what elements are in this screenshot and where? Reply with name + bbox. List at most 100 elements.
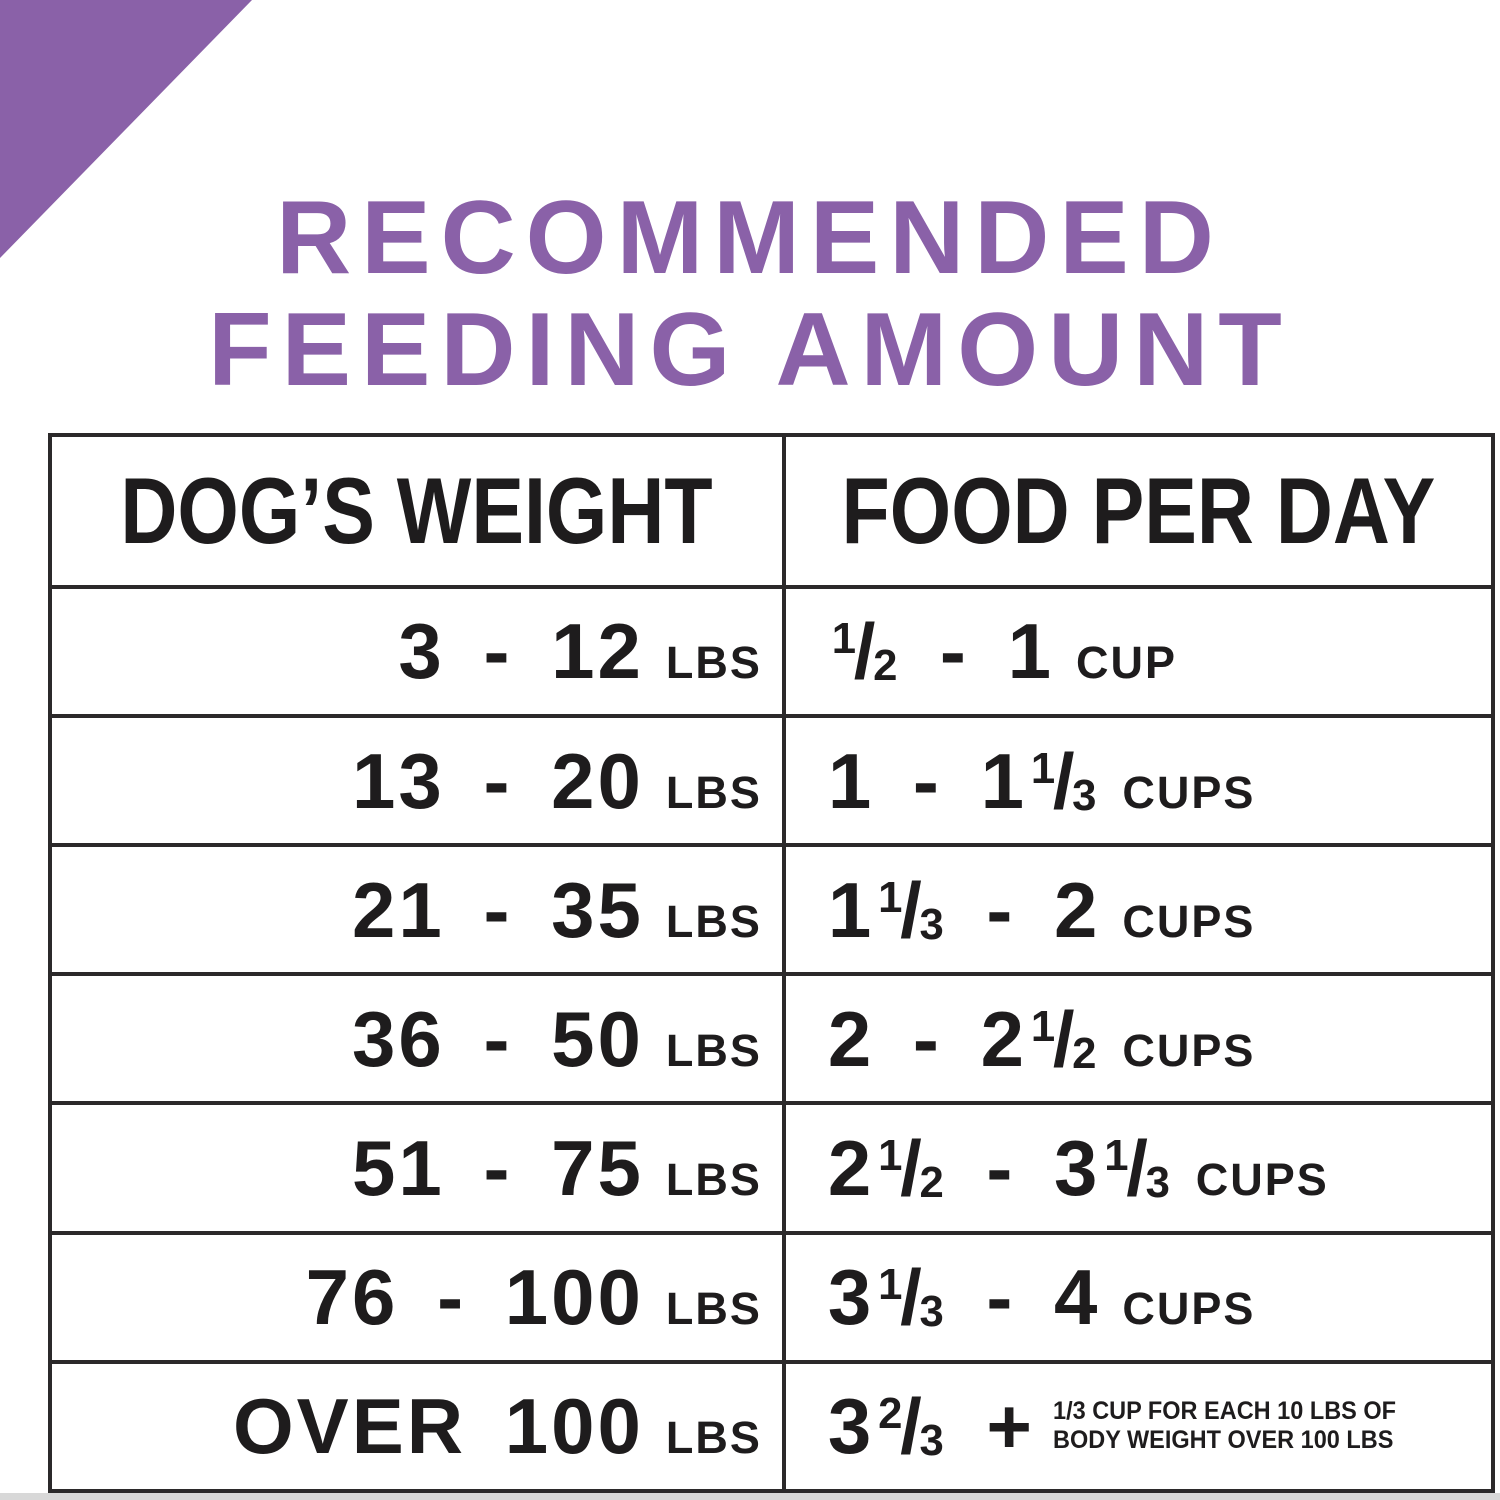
fraction-slash: / (1126, 1124, 1148, 1213)
food-per-day-cell: 32/3 + 1/3 CUP FOR EACH 10 LBS OF BODY WEI… (786, 1364, 1491, 1489)
weight-unit: LBS (665, 766, 762, 818)
dog-weight-cell: 36 - 50 LBS (52, 976, 786, 1102)
fraction: 1/3 (1104, 1124, 1170, 1212)
food-per-day-header-label: FOOD PER DAY (841, 457, 1436, 563)
food-line: 21/2 - 31/3 CUPS (828, 1129, 1329, 1207)
page-title-line2: FEEDING AMOUNT (208, 291, 1292, 408)
dog-weight-cell: 76 - 100 LBS (52, 1234, 786, 1360)
dog-weight-cell: 3 - 12 LBS (52, 588, 786, 714)
table-row: 36 - 50 LBS 2 - 21/2 CUPS (52, 972, 1491, 1102)
fraction-denominator: 2 (1072, 1029, 1097, 1079)
table-row: OVER 100 LBS 32/3 + 1/3 CUP FOR EACH 10 LBS… (52, 1359, 1491, 1490)
food-per-day-cell: 11/3 - 2 CUPS (786, 847, 1491, 972)
page-title-line1: RECOMMENDED (276, 179, 1224, 296)
header-cell-food-per-day: FOOD PER DAY (786, 437, 1491, 585)
food-per-day-cell: 2 - 21/2 CUPS (786, 976, 1491, 1101)
fraction-numerator: 1 (878, 1260, 903, 1310)
fraction-numerator: 1 (878, 872, 903, 922)
food-note-line: 1/3 CUP FOR EACH 10 LBS OF (1052, 1397, 1396, 1426)
table-header-row: DOG’S WEIGHT FOOD PER DAY (52, 437, 1491, 585)
dog-weight-cell: OVER 100 LBS (52, 1363, 786, 1490)
food-per-day-cell: 21/2 - 31/3 CUPS (786, 1105, 1491, 1230)
fraction-numerator: 2 (878, 1389, 903, 1439)
weight-value: 36 - 50 (352, 994, 644, 1083)
weight-unit: LBS (665, 1412, 762, 1464)
fraction-numerator: 1 (1030, 743, 1056, 793)
food-unit: CUPS (1122, 1283, 1256, 1335)
fraction: 1/3 (1031, 737, 1097, 825)
fraction: 1/3 (878, 866, 944, 954)
table-row: 3 - 12 LBS 1/2 - 1 CUP (52, 584, 1491, 714)
food-unit: CUPS (1122, 895, 1256, 947)
dog-weight-line: OVER 100 LBS (233, 1387, 762, 1465)
dog-weight-cell: 51 - 75 LBS (52, 1105, 786, 1231)
fraction-denominator: 2 (919, 1158, 944, 1208)
table-row: 21 - 35 LBS 11/3 - 2 CUPS (52, 843, 1491, 973)
food-line: 11/3 - 2 CUPS (828, 871, 1256, 949)
table-row: 13 - 20 LBS 1 - 11/3 CUPS (52, 713, 1491, 844)
food-unit: CUP (1075, 637, 1177, 689)
food-per-day-cell: 31/3 - 4 CUPS (786, 1235, 1491, 1360)
food-per-day-cell: 1 - 11/3 CUPS (786, 718, 1491, 843)
fraction: 1/2 (1031, 995, 1097, 1083)
dog-weight-line: 13 - 20 LBS (352, 742, 762, 820)
fraction-slash: / (900, 1124, 922, 1213)
fraction-slash: / (1052, 994, 1075, 1083)
weight-value: 21 - 35 (352, 865, 644, 954)
food-note-line: BODY WEIGHT OVER 100 LBS (1052, 1426, 1394, 1455)
fraction-denominator: 3 (919, 1416, 944, 1466)
header-cell-dogs-weight: DOG’S WEIGHT (52, 437, 786, 585)
dog-weight-line: 51 - 75 LBS (352, 1129, 762, 1207)
weight-value: 76 - 100 (305, 1253, 644, 1342)
food-value: 11/3 - 2 (827, 865, 1101, 954)
food-per-day-cell: 1/2 - 1 CUP (786, 589, 1491, 714)
dog-weight-line: 36 - 50 LBS (352, 1000, 762, 1078)
fraction-slash: / (900, 865, 922, 954)
food-line: 2 - 21/2 CUPS (828, 1000, 1256, 1078)
weight-unit: LBS (665, 637, 762, 689)
fraction-slash: / (1052, 736, 1075, 825)
fraction-denominator: 3 (919, 899, 944, 949)
image-bottom-edge (0, 1493, 1500, 1500)
fraction-numerator: 1 (1030, 1001, 1056, 1051)
fraction-numerator: 1 (878, 1131, 903, 1181)
weight-value: OVER 100 (233, 1382, 644, 1471)
fraction-numerator: 1 (1104, 1131, 1129, 1181)
food-line: 1 - 11/3 CUPS (828, 742, 1256, 820)
fraction: 1/2 (832, 607, 898, 695)
weight-unit: LBS (665, 1283, 762, 1335)
food-unit: CUPS (1195, 1154, 1329, 1206)
fraction: 2/3 (878, 1382, 944, 1470)
food-value: 21/2 - 31/3 (827, 1124, 1170, 1213)
food-unit: CUPS (1122, 766, 1256, 818)
food-line: 31/3 - 4 CUPS (828, 1258, 1256, 1336)
fraction-numerator: 1 (831, 614, 857, 664)
dog-weight-cell: 21 - 35 LBS (52, 847, 786, 973)
fraction-denominator: 3 (919, 1287, 944, 1337)
fraction: 1/2 (878, 1124, 944, 1212)
food-value: 31/3 - 4 (827, 1253, 1101, 1342)
food-unit: CUPS (1122, 1024, 1256, 1076)
weight-unit: LBS (665, 1154, 762, 1206)
fraction-slash: / (853, 607, 876, 696)
food-value: 1/2 - 1 (831, 607, 1054, 696)
weight-unit: LBS (665, 895, 762, 947)
food-value: 32/3 + (827, 1382, 1035, 1471)
fraction-slash: / (900, 1382, 922, 1471)
dog-weight-line: 21 - 35 LBS (352, 871, 762, 949)
food-value: 2 - 21/2 (827, 994, 1097, 1083)
table-row: 51 - 75 LBS 21/2 - 31/3 CUPS (52, 1101, 1491, 1231)
weight-unit: LBS (665, 1024, 762, 1076)
food-line: 32/3 + (828, 1387, 1035, 1465)
food-line: 1/2 - 1 CUP (828, 612, 1177, 690)
fraction-slash: / (900, 1253, 922, 1342)
dog-weight-line: 3 - 12 LBS (398, 612, 761, 690)
page-title: RECOMMENDED FEEDING AMOUNT (0, 182, 1500, 406)
feeding-table: DOG’S WEIGHT FOOD PER DAY 3 - 12 LBS 1/2 -… (48, 433, 1495, 1493)
food-value: 1 - 11/3 (827, 736, 1097, 825)
fraction: 1/3 (878, 1253, 944, 1341)
fraction-denominator: 2 (873, 641, 898, 691)
fraction-denominator: 3 (1072, 770, 1097, 820)
fraction-denominator: 3 (1145, 1158, 1170, 1208)
